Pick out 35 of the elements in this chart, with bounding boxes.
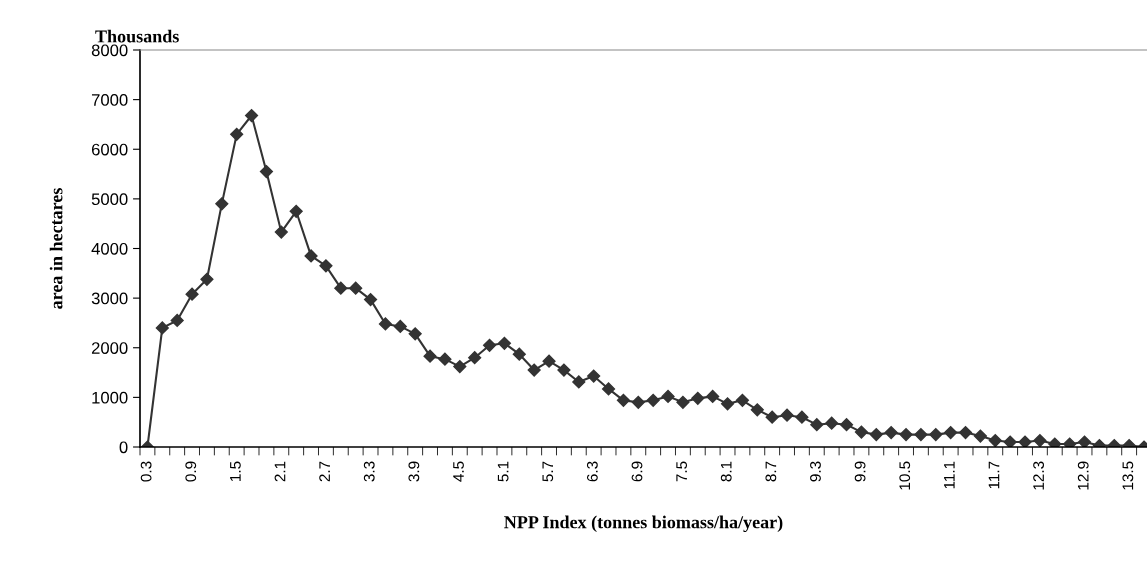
x-tick-label: 2.7: [319, 461, 330, 482]
x-tick-label: 10.5: [899, 461, 911, 490]
y-tick-label: 1000: [92, 391, 128, 404]
x-tick-label: 0.9: [185, 461, 197, 482]
x-tick-label: 9.3: [810, 461, 821, 482]
x-tick-label: 3.3: [363, 461, 375, 482]
x-tick-label: 9.9: [854, 461, 866, 482]
x-tick-label: 3.9: [408, 461, 420, 482]
y-tick-label: 0: [119, 441, 128, 454]
x-tick-label: 5.7: [542, 461, 554, 482]
x-tick-label: 5.1: [497, 461, 509, 482]
y-tick-label: 7000: [91, 94, 128, 106]
x-tick-label: 4.5: [453, 461, 464, 482]
x-tick-label: 12.9: [1077, 461, 1089, 490]
x-tick-label: 6.9: [631, 461, 643, 482]
text: Thousands: [95, 29, 179, 43]
x-tick-label: 2.1: [274, 461, 286, 482]
y-tick-label: 8000: [91, 44, 128, 57]
y-tick-label: 5000: [91, 193, 128, 206]
y-tick-label: 6000: [91, 143, 128, 156]
x-tick-label: 1.5: [230, 461, 241, 481]
x-tick-label: 8.7: [765, 461, 777, 482]
x-tick-label: 13.5: [1122, 461, 1134, 490]
x-tick-label: 11.7: [988, 461, 1000, 489]
x-tick-label: 11.1: [944, 461, 955, 489]
x-tick-label: 8.1: [720, 461, 732, 482]
y-tick-label: 2000: [91, 342, 128, 354]
x-tick-label: 7.5: [676, 461, 688, 482]
x-tick-label: 6.3: [586, 461, 598, 482]
y-tick-label: 4000: [91, 242, 128, 255]
x-tick-label: 12.3: [1033, 461, 1045, 490]
y-tick-label: 3000: [91, 292, 128, 305]
y-axis-title: area in hectares: [49, 188, 63, 309]
x-axis-title: NPP Index (tonnes biomass/ha/year): [504, 515, 783, 533]
x-tick-label: 0.3: [140, 461, 152, 482]
